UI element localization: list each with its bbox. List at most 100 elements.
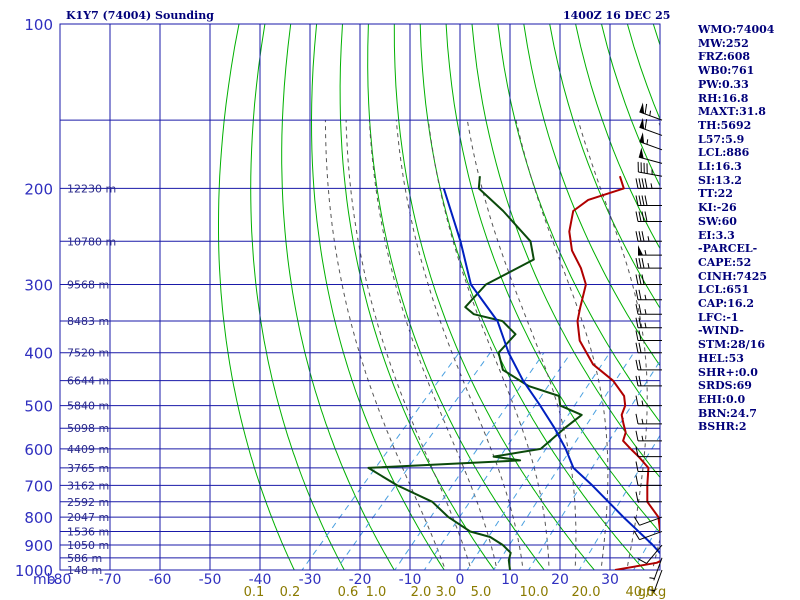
moist-adiabat [427,120,550,570]
height-label: 9568 m [67,279,109,292]
height-label: 148 m [67,564,102,577]
valid-time: 1400Z 16 DEC 25 [563,9,671,22]
wind-barb [635,413,662,425]
index-item: CINH:7425 [698,269,768,283]
temperature-tick-label: -60 [149,572,172,588]
dry-adiabat [310,24,445,570]
wind-barb [639,117,663,136]
height-label: 12230 m [67,182,116,195]
height-label: 10780 m [67,235,116,248]
index-item: WMO:74004 [698,23,775,36]
dry-adiabat [549,24,660,309]
temperature-profile [568,175,660,570]
index-item: LFC:-1 [698,310,739,324]
height-label: 1050 m [67,539,109,552]
wind-barb [635,304,662,315]
index-item: STM:28/16 [698,338,765,352]
wind-barb [635,461,662,472]
index-item: LCL:886 [698,146,750,160]
index-item: FRZ:608 [698,50,751,64]
wind-barb [635,491,662,503]
dewpoint-profile [367,176,583,570]
station-title: K1Y7 (74004) Sounding [66,9,214,22]
pressure-tick-label: 800 [24,509,53,527]
wind-barb [635,289,662,301]
height-label: 4409 m [67,443,109,456]
mixing-ratio-line [335,352,491,570]
wind-barb [638,147,663,164]
wind-barb [635,446,662,458]
index-item: LCL:651 [698,283,750,297]
wind-barb [649,569,663,593]
mixing-ratio-label: 1.0 [366,585,387,600]
wind-barb [637,544,663,564]
pressure-tick-label: 100 [24,16,53,34]
mixing-ratio-label: 5.0 [471,585,492,600]
wind-barb [635,274,662,286]
wind-barb [635,330,662,342]
pressure-tick-label: 500 [24,398,53,416]
height-labels: 12230 m 10780 m 9568 m 8483 m 7520 m 6644 m 58… [67,182,116,577]
pressure-tick-label: 200 [24,180,53,198]
moist-adiabat [324,120,446,570]
wind-barb [635,195,662,207]
wind-barb [639,132,663,151]
index-item: SW:60 [698,214,737,228]
wind-barb [635,475,662,486]
plot-frame [59,23,661,571]
wind-barb [635,211,662,223]
index-item: EI:3.3 [698,228,735,242]
index-item: MAXT:31.8 [698,105,766,119]
dry-adiabat [339,24,495,570]
temperature-tick-label: -70 [99,572,122,588]
index-item: CAPE:52 [698,255,752,269]
dry-adiabat [393,24,595,570]
wind-barb [638,245,662,256]
mixing-ratio-label: 2.0 [411,585,432,600]
wind-barb [635,395,662,407]
index-item: BRN:24.7 [698,406,757,420]
index-item: RH:16.8 [698,91,749,105]
wind-barb [635,178,662,189]
parcel-profile [442,188,660,555]
mixing-ratio-label: 3.0 [436,585,457,600]
temperature-tick-label: -10 [399,572,422,588]
wind-barb [633,516,663,526]
wind-barb [649,557,663,581]
unit-label: mb [33,572,56,588]
index-item: SHR+:0.0 [698,365,758,379]
temperature-tick-label: 0 [456,572,465,588]
dry-adiabat [419,24,645,570]
temperature-tick-label: 20 [551,572,569,588]
height-label: 3765 m [67,462,109,475]
index-item: L57:5.9 [698,132,745,146]
wind-barb [635,231,662,242]
temperature-tick-label: -40 [249,572,272,588]
mixing-ratio-line [528,360,660,570]
height-label: 3162 m [67,479,109,492]
mixing-ratio-label: 20.0 [572,585,601,600]
wind-barb [635,375,662,387]
pressure-tick-label: 900 [24,537,53,555]
height-label: 5098 m [67,422,109,435]
mixing-ratio-line [466,352,611,570]
temperature-tick-label: -20 [349,572,372,588]
wind-barb [635,359,662,371]
height-label: 5840 m [67,400,109,413]
dry-adiabat [250,24,345,570]
index-item: PW:0.33 [698,77,749,91]
mixing-ratio-line [493,352,635,570]
index-item: CAP:16.2 [698,297,755,311]
mixing-ratio-line [578,434,660,570]
temperature-tick-label: -30 [299,572,322,588]
dry-adiabat [497,24,660,423]
height-label: 1536 m [67,525,109,538]
mixing-ratio-label: g/kg [638,585,666,600]
height-label: 7520 m [67,347,109,360]
wind-barb [639,102,663,121]
grid [59,23,661,571]
dry-adiabat [783,24,800,582]
wind-barb [633,530,663,541]
wind-barb [635,342,662,354]
